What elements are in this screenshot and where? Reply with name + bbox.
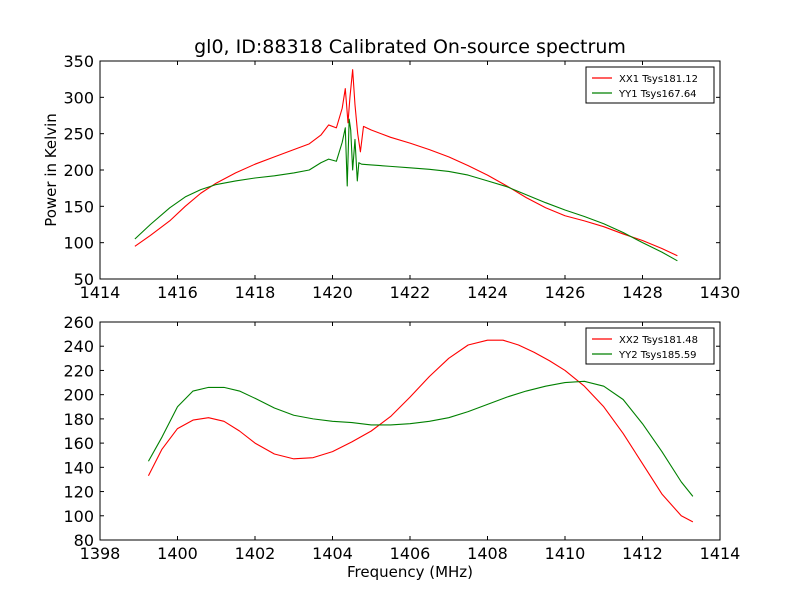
- top-ytick-label: 350: [63, 52, 94, 71]
- bottom-series-1-line: [147, 380, 694, 497]
- bottom-xtick-label: 1410: [545, 544, 586, 563]
- top-plot-area: [134, 69, 678, 262]
- top-legend-box: [585, 66, 715, 104]
- bottom-ytick-label: 160: [63, 434, 94, 453]
- top-chart-panel: 1414 1416 1418 1420 1422 1424 1426 1428 1430 50 10…: [42, 36, 740, 302]
- bottom-ytick-label: 240: [63, 337, 94, 356]
- bottom-legend: XX2 Tsys181.48 YY2 Tsys185.59: [585, 327, 715, 365]
- bottom-ytick-label: 140: [63, 458, 94, 477]
- top-ytick-label: 100: [63, 234, 94, 253]
- top-xtick-label: 1422: [390, 283, 431, 302]
- bottom-ytick-label: 260: [63, 313, 94, 332]
- top-chart-title: gl0, ID:88318 Calibrated On-source spect…: [194, 36, 626, 58]
- bottom-ytick-label: 200: [63, 386, 94, 405]
- bottom-ytick-label: 100: [63, 507, 94, 526]
- top-legend: XX1 Tsys181.12 YY1 Tsys167.64: [585, 66, 715, 104]
- top-xtick-label: 1424: [467, 283, 508, 302]
- top-xtick-label: 1414: [80, 283, 121, 302]
- bottom-series-0-line: [147, 339, 694, 523]
- bottom-chart-panel: 1398 1400 1402 1404 1406 1408 1410 1412 1414 80 10…: [63, 313, 740, 581]
- top-ytick-label: 300: [63, 88, 94, 107]
- bottom-xtick-label: 1406: [390, 544, 431, 563]
- top-series-0-line: [134, 69, 678, 257]
- top-xtick-label: 1426: [545, 283, 586, 302]
- top-legend-label-0: XX1 Tsys181.12: [619, 74, 698, 85]
- top-xtick-label: 1416: [157, 283, 198, 302]
- bottom-xtick-label: 1400: [157, 544, 198, 563]
- top-xtick-label: 1430: [700, 283, 741, 302]
- bottom-xtick-label: 1402: [235, 544, 276, 563]
- top-ytick-label: 150: [63, 197, 94, 216]
- bottom-ytick-label: 80: [74, 531, 94, 550]
- top-xtick-label: 1418: [235, 283, 276, 302]
- bottom-legend-box: [585, 327, 715, 365]
- bottom-xtick-label: 1398: [80, 544, 121, 563]
- top-series-1-line: [134, 118, 678, 262]
- top-xtick-label: 1428: [622, 283, 663, 302]
- top-legend-label-1: YY1 Tsys167.64: [618, 89, 697, 100]
- bottom-ytick-label: 220: [63, 361, 94, 380]
- bottom-xtick-label: 1408: [467, 544, 508, 563]
- top-ytick-label: 200: [63, 161, 94, 180]
- top-ytick-label: 250: [63, 125, 94, 144]
- bottom-ytick-label: 180: [63, 410, 94, 429]
- bottom-xtick-label: 1404: [312, 544, 353, 563]
- bottom-xtick-label: 1414: [700, 544, 741, 563]
- top-ylabel: Power in Kelvin: [42, 113, 60, 227]
- top-xtick-label: 1420: [312, 283, 353, 302]
- bottom-xlabel: Frequency (MHz): [347, 563, 473, 581]
- bottom-legend-label-0: XX2 Tsys181.48: [619, 335, 698, 346]
- bottom-xtick-label: 1412: [622, 544, 663, 563]
- bottom-ytick-label: 120: [63, 483, 94, 502]
- top-ytick-label: 50: [74, 270, 94, 289]
- bottom-legend-label-1: YY2 Tsys185.59: [618, 350, 697, 361]
- bottom-plot-area: [147, 339, 694, 523]
